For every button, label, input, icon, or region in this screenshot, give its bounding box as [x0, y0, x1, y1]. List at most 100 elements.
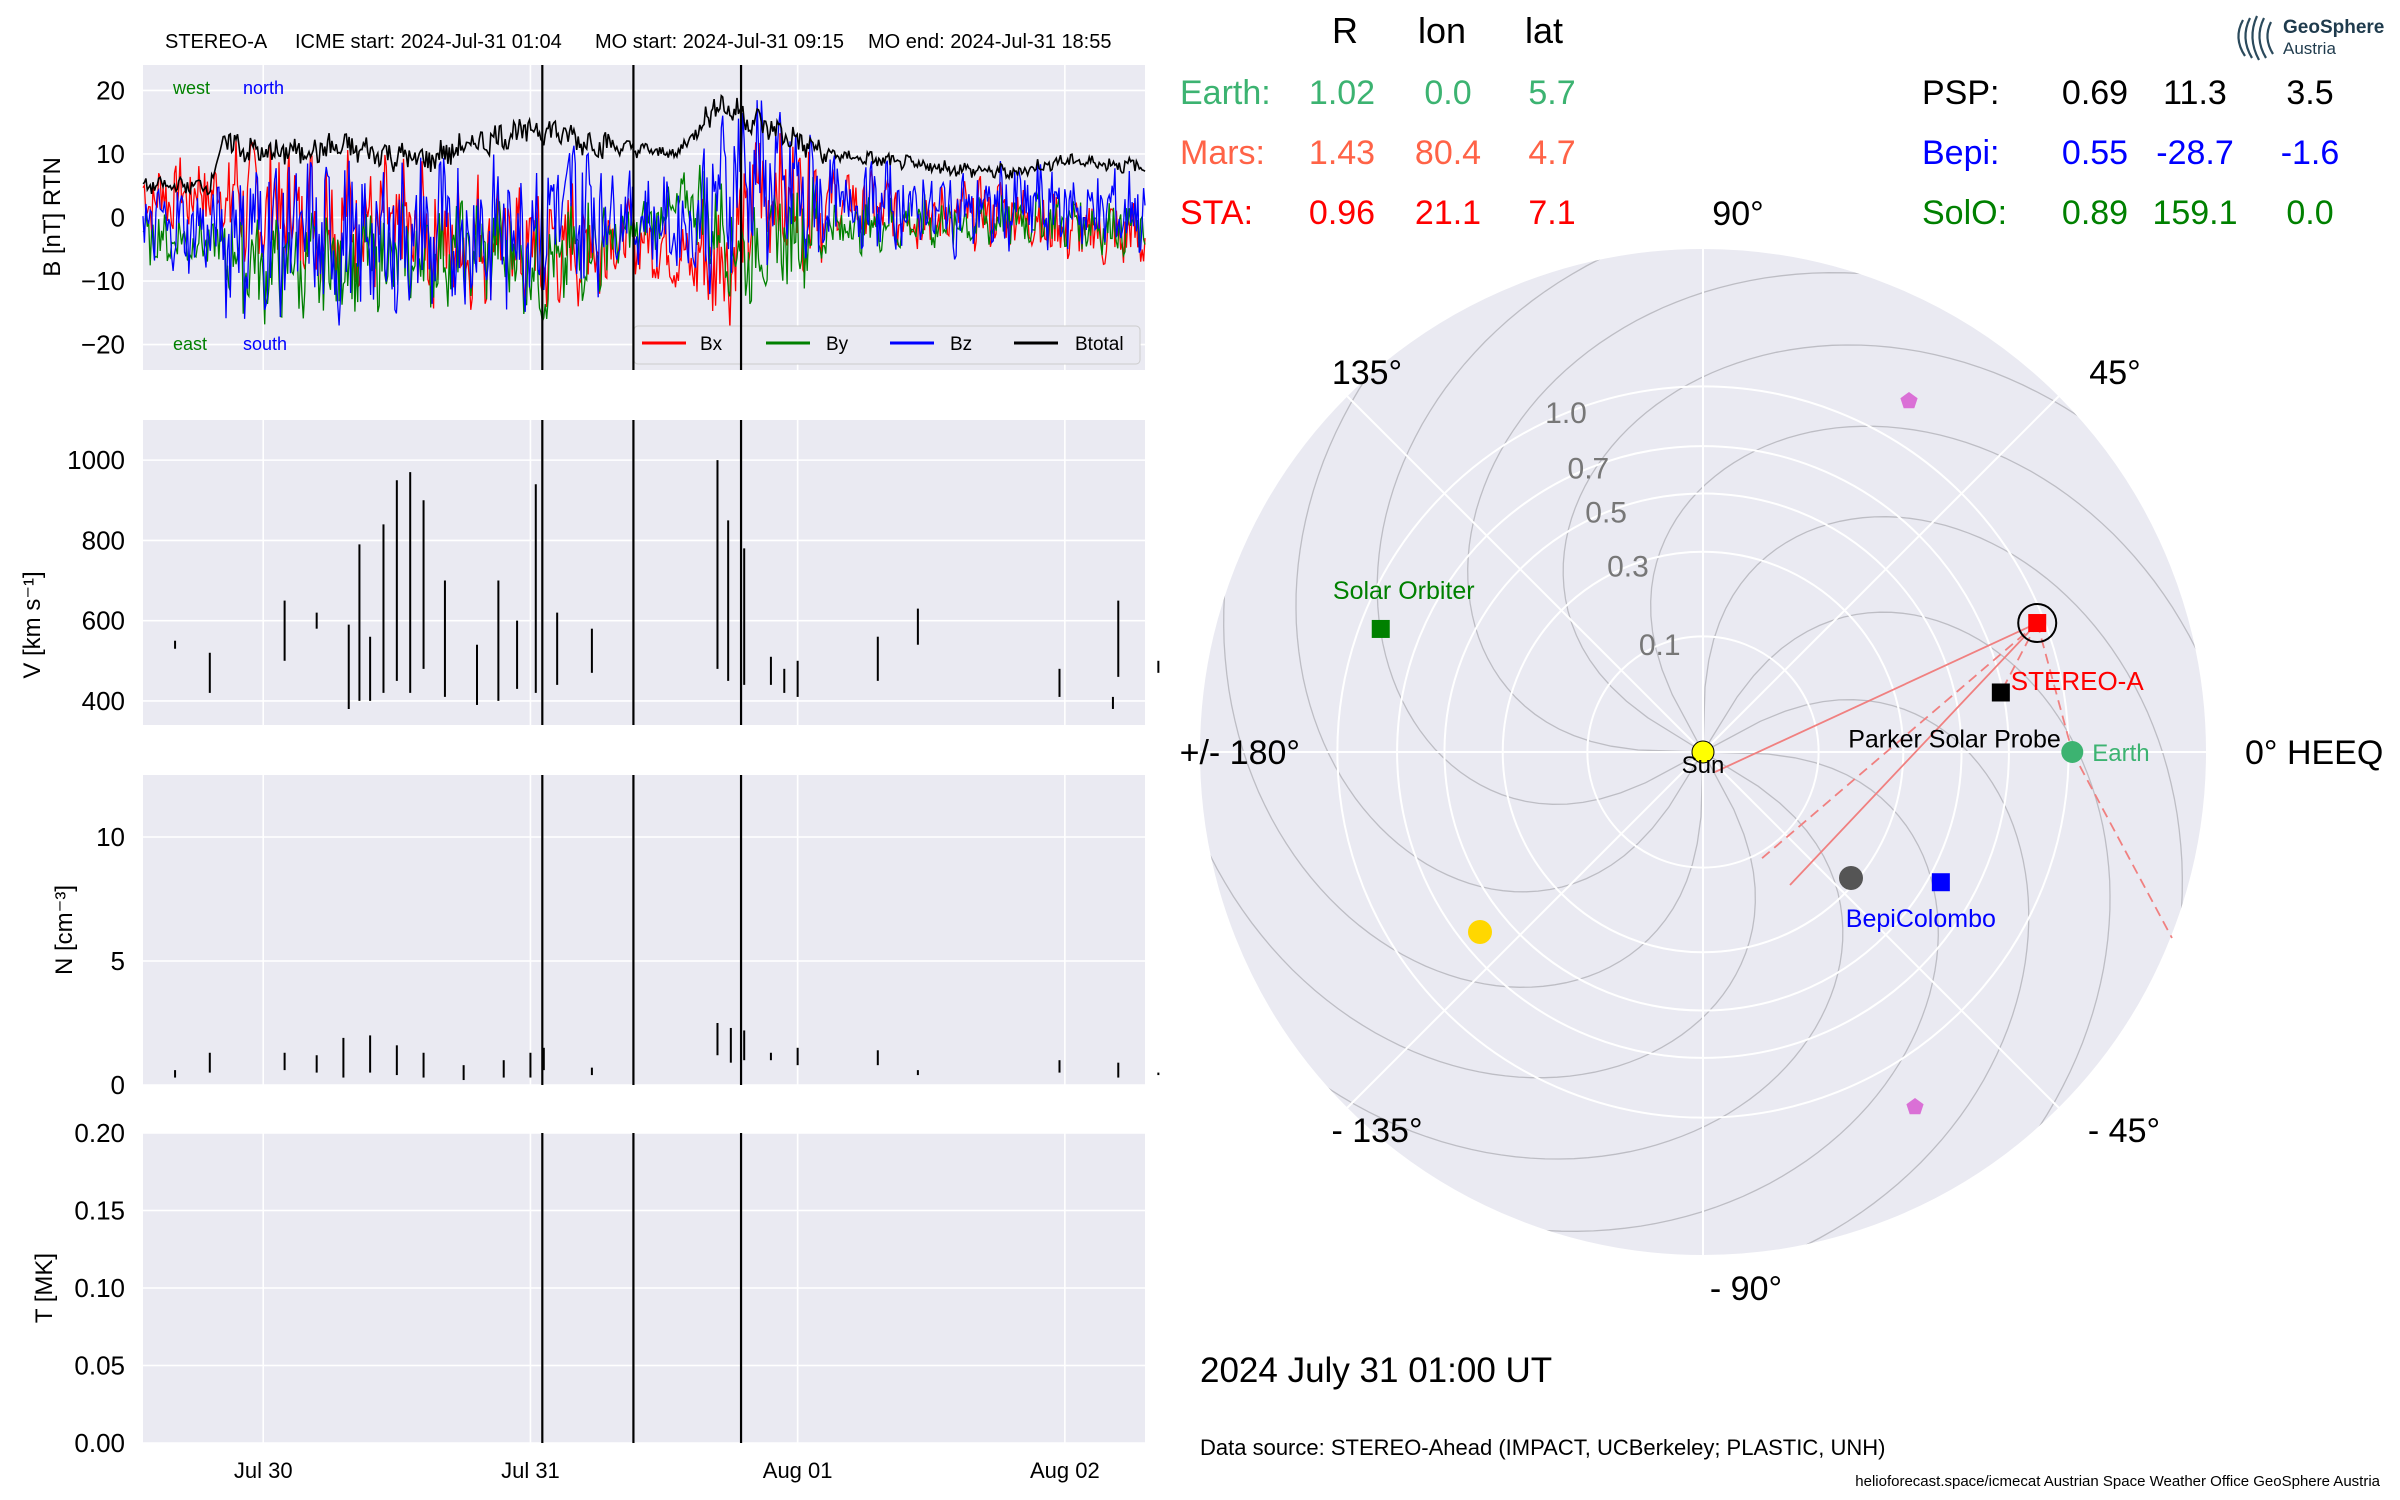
y-tick-label: 1000: [67, 445, 125, 475]
header-spacecraft: STEREO-A: [165, 31, 268, 53]
table-cell: 4.7: [1528, 134, 1575, 172]
spiral-line: [1376, 257, 1704, 805]
annotation-north: north: [243, 78, 284, 98]
sta-connection-line: [1789, 622, 2038, 886]
bepi-marker: [1931, 873, 1950, 892]
x-tick-label: Aug 01: [763, 1458, 833, 1483]
y-tick-label: 0.05: [74, 1351, 125, 1381]
angle-labels: 0° HEEQ 45° 90° 135° +/- 180° - 135° - 90° - 45…: [1180, 195, 2384, 1308]
spiral-line: [1295, 375, 1704, 893]
table-cell: -28.7: [2156, 134, 2234, 172]
angle-spoke: [1702, 394, 2061, 753]
sta-marker: [2028, 614, 2047, 633]
b-ylabel: B [nT] RTN: [39, 157, 66, 277]
table-cell: Bepi:: [1922, 134, 2000, 172]
table-cell: STA:: [1180, 194, 1253, 232]
logo-icon: [2237, 15, 2274, 61]
table-cell: SolO:: [1922, 194, 2007, 232]
panel-n-background: [143, 775, 1145, 1085]
y-tick-label: 600: [82, 606, 125, 636]
table-cell: 159.1: [2152, 194, 2237, 232]
pentagon-marker: [1900, 392, 1918, 409]
table-cell: 7.1: [1528, 194, 1575, 232]
panel-density: N [cm⁻³]: [51, 775, 1160, 1086]
sta-connection-line: [1714, 622, 2038, 773]
footer-source: Data source: STEREO-Ahead (IMPACT, UCBer…: [1200, 1435, 1885, 1460]
panel-v-background: [143, 420, 1145, 725]
t-ylabel: T [MK]: [31, 1253, 58, 1323]
table-cell: 5.7: [1528, 74, 1575, 112]
table-cell: 0.55: [2062, 134, 2128, 172]
sun-label: Sun: [1682, 752, 1725, 779]
table-cell: 0.69: [2062, 74, 2128, 112]
geosphere-logo: GeoSphere Austria: [2237, 15, 2384, 61]
header-mo-start: MO start: 2024-Jul-31 09:15: [595, 31, 844, 53]
radial-tick-label: 0.3: [1607, 550, 1649, 583]
y-tick-label: 20: [96, 75, 125, 105]
footer-credits: helioforecast.space/icmecat Austrian Spa…: [1855, 1473, 2380, 1490]
legend-bz-label: Bz: [950, 334, 972, 355]
spiral-line: [1702, 611, 2111, 1129]
table-cell: Earth:: [1180, 74, 1271, 112]
angle-spoke: [1345, 751, 1704, 1110]
x-tick-label: Aug 02: [1030, 1458, 1100, 1483]
psp-marker: [1991, 683, 2010, 702]
logo-name: GeoSphere: [2283, 17, 2384, 38]
spiral-line: [1702, 699, 2030, 1247]
radial-tick-label: 0.7: [1568, 452, 1610, 485]
series-btotal: [142, 94, 1146, 196]
angle-label-a0: 0° HEEQ: [2245, 734, 2383, 772]
header-icme-start: ICME start: 2024-Jul-31 01:04: [295, 31, 562, 53]
solo-marker: [1371, 619, 1390, 638]
spiral-line: [1562, 344, 2080, 753]
x-tick-labels: Jul 30 Jul 31 Aug 01 Aug 02: [234, 1458, 1100, 1483]
y-tick-label: 0.15: [74, 1196, 125, 1226]
legend-btotal-label: Btotal: [1075, 334, 1124, 355]
spiral-line: [1467, 272, 1862, 753]
bodies: Sun Earth STEREO-A Parker Solar Probe BepiCo…: [1333, 392, 2150, 1115]
solo-label: Solar Orbiter: [1333, 577, 1475, 605]
sta-connection-line-dashed: [1759, 622, 2038, 861]
event-lines: [541, 65, 743, 1443]
x-tick-label: Jul 31: [501, 1458, 560, 1483]
y-tick-label: 10: [96, 139, 125, 169]
legend-bx-label: Bx: [700, 334, 723, 355]
table-cell: Mars:: [1180, 134, 1265, 172]
n-series-group: [174, 1023, 1160, 1081]
angle-label-am90: - 90°: [1710, 1270, 1782, 1308]
table-cell: 80.4: [1415, 134, 1481, 172]
y-tick-label: −20: [81, 330, 125, 360]
annotation-east: east: [173, 334, 207, 354]
y-tick-label: 400: [82, 686, 125, 716]
angle-label-a90: 90°: [1712, 195, 1763, 233]
table-cell: -1.6: [2281, 134, 2340, 172]
spiral-line: [1326, 751, 1844, 1160]
table-header-lon: lon: [1418, 10, 1466, 51]
table-cell: 0.96: [1309, 194, 1375, 232]
table-cell: PSP:: [1922, 74, 1999, 112]
b-series-group: [142, 94, 1146, 329]
bepi-label: BepiColombo: [1846, 905, 1996, 933]
logo-sub: Austria: [2283, 39, 2336, 58]
panel-temperature: T [MK]: [31, 1132, 1145, 1444]
sta-ring: [2017, 603, 2058, 644]
y-tick-label: 0.00: [74, 1428, 125, 1458]
spiral-line: [1702, 516, 2183, 911]
table-header-r: R: [1332, 10, 1358, 51]
series-bz: [142, 100, 1146, 326]
n-ylabel: N [cm⁻³]: [51, 885, 78, 975]
y-tick-label: 800: [82, 525, 125, 555]
b-legend: Bx By Bz Btotal: [633, 325, 1141, 365]
psp-label: Parker Solar Probe: [1848, 725, 2061, 753]
spiral-line: [1208, 751, 1756, 1079]
earth-connection-line: [2071, 751, 2173, 939]
sta-earth-line: [2036, 622, 2074, 753]
angle-label-am45: - 45°: [2088, 1112, 2160, 1150]
radial-tick-label: 1.0: [1545, 397, 1587, 430]
table-header-lat: lat: [1525, 10, 1563, 51]
table-cell: 0.0: [2286, 194, 2333, 232]
y-tick-label: 5: [111, 946, 125, 976]
panel-speed: V [km s⁻¹]: [19, 420, 1160, 725]
angle-spoke: [1345, 394, 1704, 753]
